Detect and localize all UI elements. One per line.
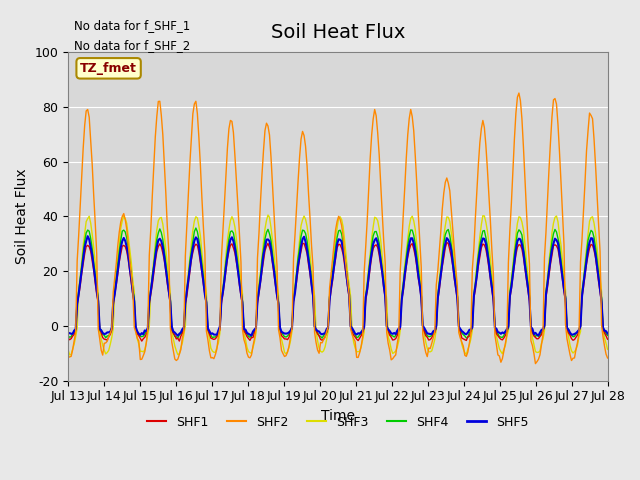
SHF4 (253, 296, 261, 302)
SHF4 (131, 295, 138, 301)
SHF1 (253, 300, 261, 306)
Text: No data for f_SHF_2: No data for f_SHF_2 (74, 39, 190, 52)
SHF1 (227, 242, 234, 248)
SHF5 (577, 323, 584, 329)
Line: SHF3: SHF3 (68, 215, 607, 355)
Text: TZ_fmet: TZ_fmet (80, 62, 137, 75)
SHF2 (243, 350, 251, 356)
SHF2 (515, 90, 523, 96)
SHF1 (604, 336, 611, 342)
SHF4 (301, 230, 309, 236)
SHF5 (604, 331, 611, 336)
SHF4 (244, 334, 252, 339)
SHF2 (252, 327, 260, 333)
SHF1 (443, 240, 451, 245)
SHF2 (131, 324, 138, 330)
SHF2 (604, 355, 611, 361)
SHF5 (255, 288, 263, 293)
SHF4 (318, 335, 326, 341)
SHF5 (174, 333, 182, 338)
SHF3 (264, 212, 272, 218)
SHF2 (532, 361, 540, 367)
SHF5 (228, 234, 236, 240)
SHF1 (138, 338, 146, 344)
SHF3 (577, 329, 584, 335)
SHF5 (84, 233, 92, 239)
SHF5 (303, 247, 311, 253)
SHF2 (577, 259, 584, 265)
SHF1 (131, 301, 138, 307)
Text: No data for f_SHF_1: No data for f_SHF_1 (74, 19, 190, 32)
SHF1 (244, 336, 252, 341)
SHF4 (577, 323, 584, 328)
SHF4 (192, 225, 200, 231)
SHF2 (300, 132, 308, 138)
SHF3 (604, 347, 611, 352)
SHF4 (227, 229, 234, 235)
SHF3 (244, 349, 252, 355)
Line: SHF5: SHF5 (68, 236, 607, 336)
Y-axis label: Soil Heat Flux: Soil Heat Flux (15, 168, 29, 264)
SHF1 (577, 323, 584, 329)
SHF4 (64, 334, 72, 339)
SHF5 (64, 330, 72, 336)
Line: SHF2: SHF2 (68, 93, 607, 364)
SHF3 (227, 217, 234, 223)
SHF3 (66, 352, 74, 358)
SHF5 (246, 332, 254, 337)
SHF4 (604, 333, 611, 338)
SHF3 (253, 294, 261, 300)
Line: SHF1: SHF1 (68, 242, 607, 341)
SHF2 (64, 355, 72, 360)
SHF5 (132, 324, 140, 330)
SHF3 (132, 328, 140, 334)
SHF3 (303, 223, 311, 229)
Legend: SHF1, SHF2, SHF3, SHF4, SHF5: SHF1, SHF2, SHF3, SHF4, SHF5 (143, 411, 533, 433)
Line: SHF4: SHF4 (68, 228, 607, 338)
SHF1 (64, 336, 72, 341)
SHF2 (225, 126, 233, 132)
X-axis label: Time: Time (321, 409, 355, 423)
SHF1 (301, 245, 309, 251)
Title: Soil Heat Flux: Soil Heat Flux (271, 23, 405, 42)
SHF3 (64, 347, 72, 353)
